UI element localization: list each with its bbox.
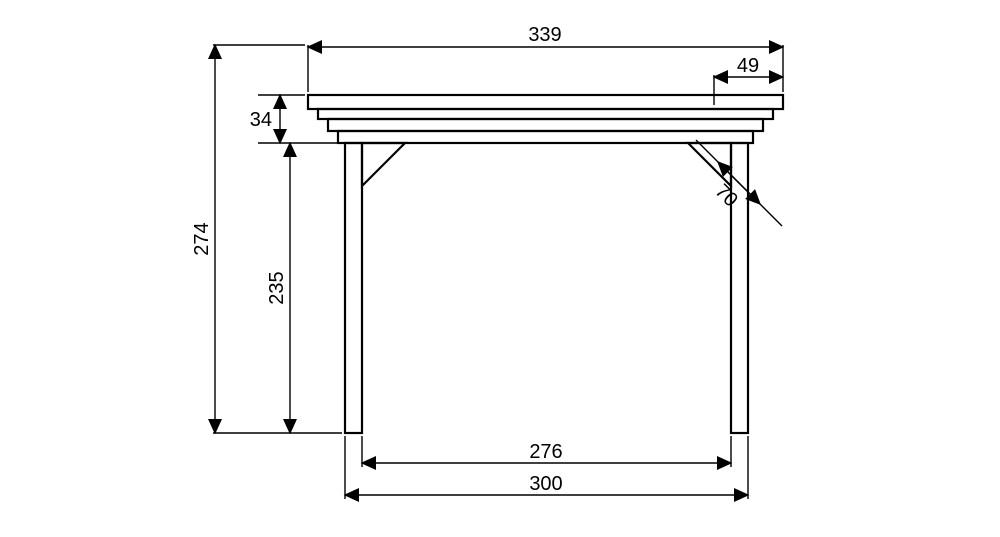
roof-slab xyxy=(308,95,783,109)
dim-300-text: 300 xyxy=(529,473,562,495)
extension-lines xyxy=(213,45,783,499)
beam-3 xyxy=(338,131,753,143)
dim-235-text: 235 xyxy=(266,271,288,304)
brace-right xyxy=(688,143,731,186)
brace-left xyxy=(362,143,405,186)
beam-1 xyxy=(318,109,773,119)
dim-34-text: 34 xyxy=(250,109,272,131)
dim-274-text: 274 xyxy=(191,222,213,255)
dim-276-text: 276 xyxy=(529,441,562,463)
structure-outline xyxy=(308,95,783,433)
technical-drawing: 339 49 34 70 274 235 276 300 xyxy=(0,0,1000,537)
beam-2 xyxy=(328,119,763,131)
dim-49-text: 49 xyxy=(737,55,759,77)
post-left xyxy=(345,143,362,433)
dim-339-text: 339 xyxy=(528,24,561,46)
dimension-lines xyxy=(215,45,783,495)
dim-70-text: 70 xyxy=(711,180,742,211)
